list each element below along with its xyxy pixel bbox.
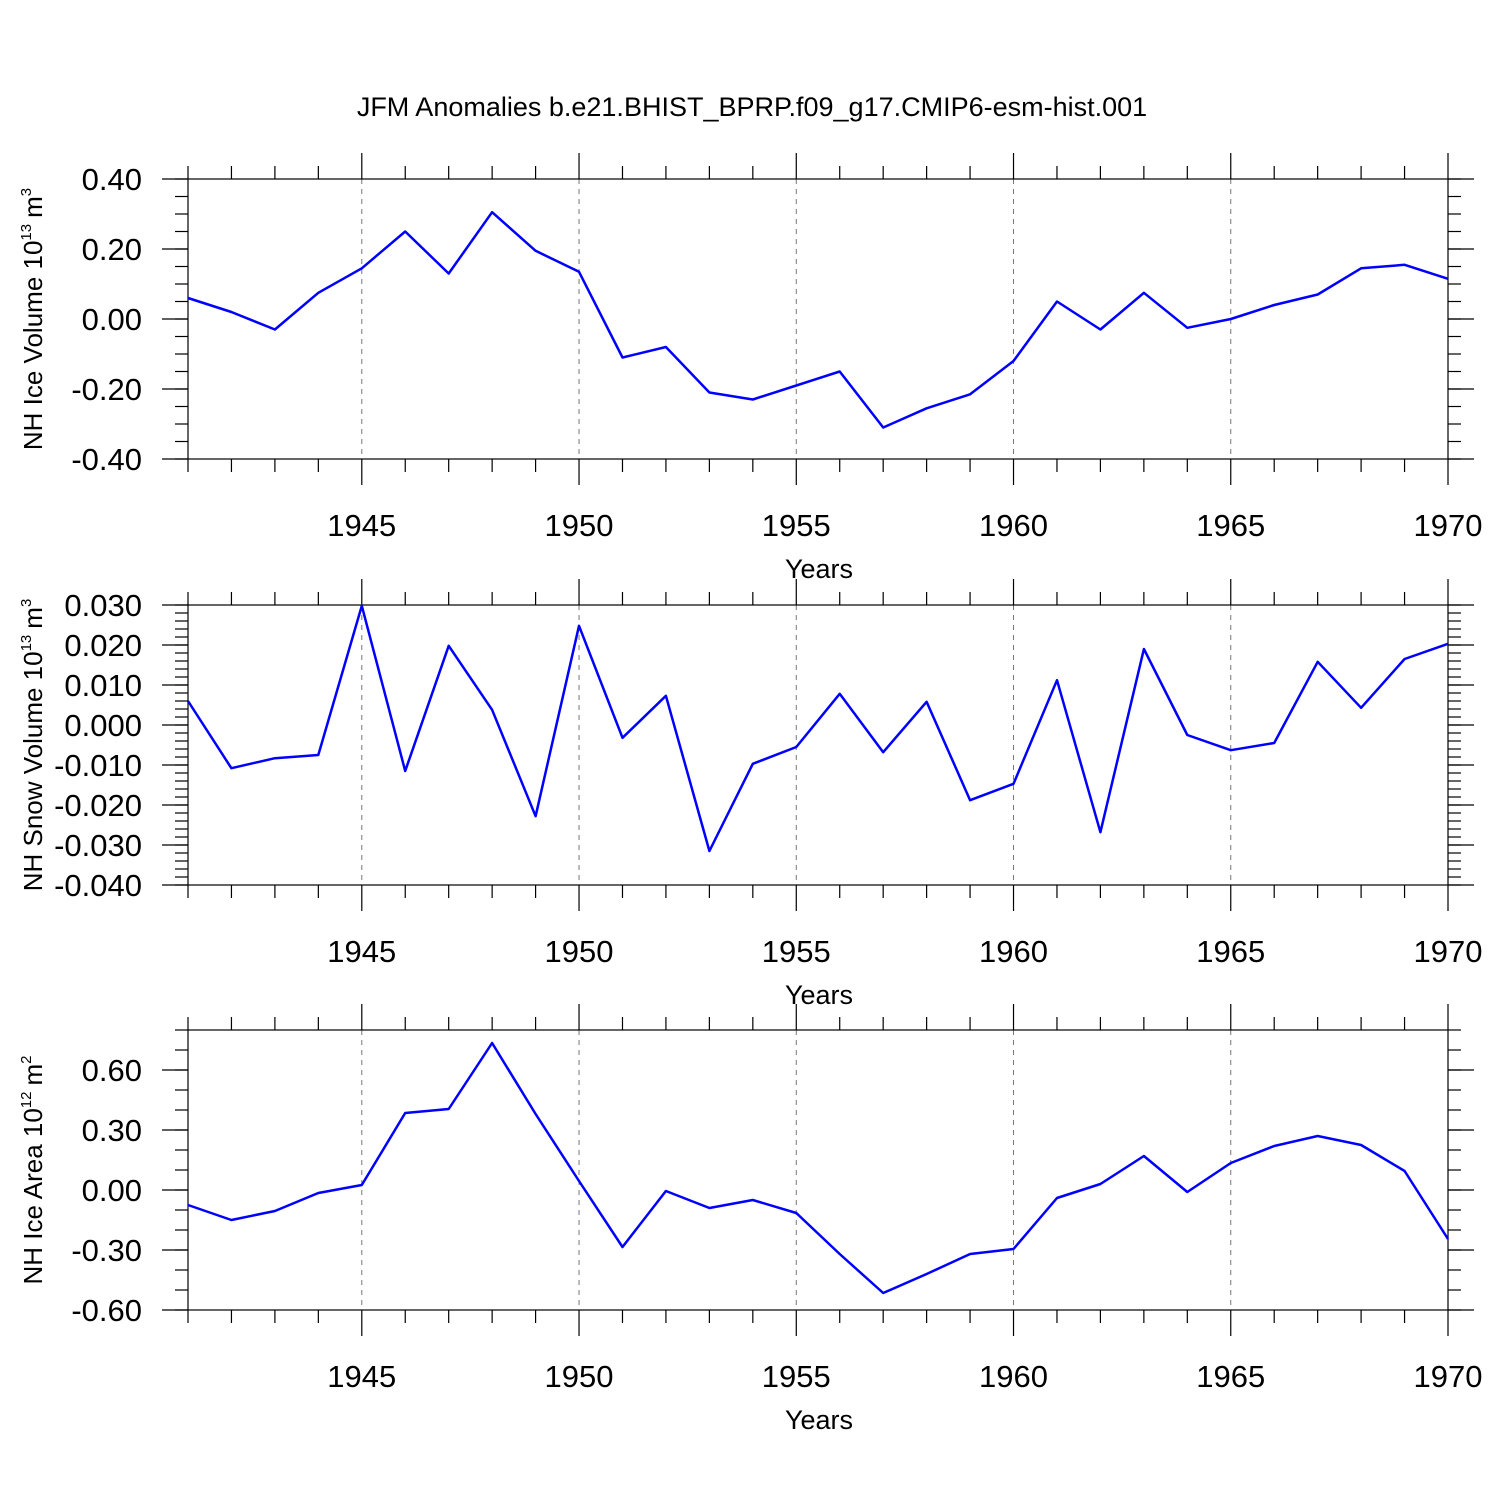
panel-ice-volume: -0.40 -0.20 0.00 0.20 0.40 1945 1950 1955 1960 19… <box>18 153 1482 584</box>
snow-volume-ylabel-exponent: 13 <box>18 635 35 652</box>
ice-volume-xtick-label-1965: 1965 <box>1196 508 1265 543</box>
ice-area-xtick-label-1965: 1965 <box>1196 1359 1265 1394</box>
ice-volume-ylabel-unit-exponent: 3 <box>18 188 35 196</box>
snow-volume-ytick-label-6: 0.020 <box>64 628 142 663</box>
ice-volume-ylabel-unit: m <box>18 196 48 218</box>
ice-area-plot-frame <box>188 1030 1448 1310</box>
ice-volume-ytick-label-0: -0.40 <box>71 442 142 477</box>
panel-snow-volume: -0.040 -0.030 -0.020 -0.010 0.000 0.010 0.020 0… <box>18 579 1482 1010</box>
ice-volume-xtick-label-1945: 1945 <box>327 508 396 543</box>
snow-volume-ytick-label-0: -0.040 <box>54 868 142 903</box>
snow-volume-ytick-label-3: -0.010 <box>54 748 142 783</box>
ice-area-ytick-label-2: 0.00 <box>82 1173 142 1208</box>
ice-area-xtick-label-1955: 1955 <box>762 1359 831 1394</box>
ice-area-ytick-label-3: 0.30 <box>82 1113 142 1148</box>
ice-area-xtick-label-1960: 1960 <box>979 1359 1048 1394</box>
snow-volume-ylabel-unit-exponent: 3 <box>18 599 35 607</box>
ice-volume-series-line <box>188 212 1448 427</box>
snow-volume-ytick-label-7: 0.030 <box>64 588 142 623</box>
ice-area-yaxis-title: NH Ice Area 1012 m2 <box>18 1055 48 1284</box>
snow-volume-xtick-label-1965: 1965 <box>1196 934 1265 969</box>
snow-volume-xaxis-title: Years <box>785 980 853 1010</box>
ice-area-xtick-label-1970: 1970 <box>1414 1359 1483 1394</box>
snow-volume-ytick-label-2: -0.020 <box>54 788 142 823</box>
snow-volume-yaxis-title: NH Snow Volume 1013 m3 <box>18 599 48 892</box>
snow-volume-xtick-label-1945: 1945 <box>327 934 396 969</box>
ice-area-ylabel-unit: m <box>18 1064 48 1086</box>
ice-volume-xtick-label-1950: 1950 <box>545 508 614 543</box>
snow-volume-ylabel-text: NH Snow Volume 10 <box>18 651 48 891</box>
snow-volume-series-line <box>188 606 1448 851</box>
ice-volume-ytick-label-3: 0.20 <box>82 232 142 267</box>
ice-volume-xtick-label-1960: 1960 <box>979 508 1048 543</box>
snow-volume-xtick-label-1955: 1955 <box>762 934 831 969</box>
snow-volume-ytick-label-4: 0.000 <box>64 708 142 743</box>
ice-volume-xtick-label-1970: 1970 <box>1414 508 1483 543</box>
ice-volume-ylabel-text: NH Ice Volume 10 <box>18 241 48 451</box>
ice-area-ytick-label-0: -0.60 <box>71 1293 142 1328</box>
ice-volume-ytick-label-2: 0.00 <box>82 302 142 337</box>
ice-volume-plot-frame <box>188 179 1448 459</box>
snow-volume-xtick-label-1970: 1970 <box>1414 934 1483 969</box>
ice-area-xtick-label-1945: 1945 <box>327 1359 396 1394</box>
snow-volume-ytick-label-1: -0.030 <box>54 828 142 863</box>
snow-volume-xtick-label-1960: 1960 <box>979 934 1048 969</box>
ice-area-ytick-label-1: -0.30 <box>71 1233 142 1268</box>
ice-area-ylabel-unit-exponent: 2 <box>18 1055 35 1063</box>
ice-area-series-line <box>188 1043 1448 1293</box>
ice-volume-ytick-label-1: -0.20 <box>71 372 142 407</box>
panel-ice-area: -0.60 -0.30 0.00 0.30 0.60 1945 1950 1955 1960 19… <box>18 1004 1482 1435</box>
snow-volume-xtick-label-1950: 1950 <box>545 934 614 969</box>
ice-volume-ylabel-exponent: 13 <box>18 224 35 241</box>
ice-area-ylabel-exponent: 12 <box>18 1092 35 1109</box>
snow-volume-ylabel-unit: m <box>18 607 48 629</box>
ice-area-xtick-label-1950: 1950 <box>545 1359 614 1394</box>
ice-volume-yaxis-title: NH Ice Volume 1013 m3 <box>18 188 48 450</box>
ice-volume-ytick-label-4: 0.40 <box>82 162 142 197</box>
ice-area-ylabel-text: NH Ice Area 10 <box>18 1108 48 1284</box>
snow-volume-ytick-label-5: 0.010 <box>64 668 142 703</box>
ice-volume-xtick-label-1955: 1955 <box>762 508 831 543</box>
figure-title: JFM Anomalies b.e21.BHIST_BPRP.f09_g17.C… <box>357 92 1147 122</box>
ice-area-ytick-label-4: 0.60 <box>82 1053 142 1088</box>
ice-volume-xaxis-title: Years <box>785 554 853 584</box>
ice-area-xaxis-title: Years <box>785 1405 853 1435</box>
